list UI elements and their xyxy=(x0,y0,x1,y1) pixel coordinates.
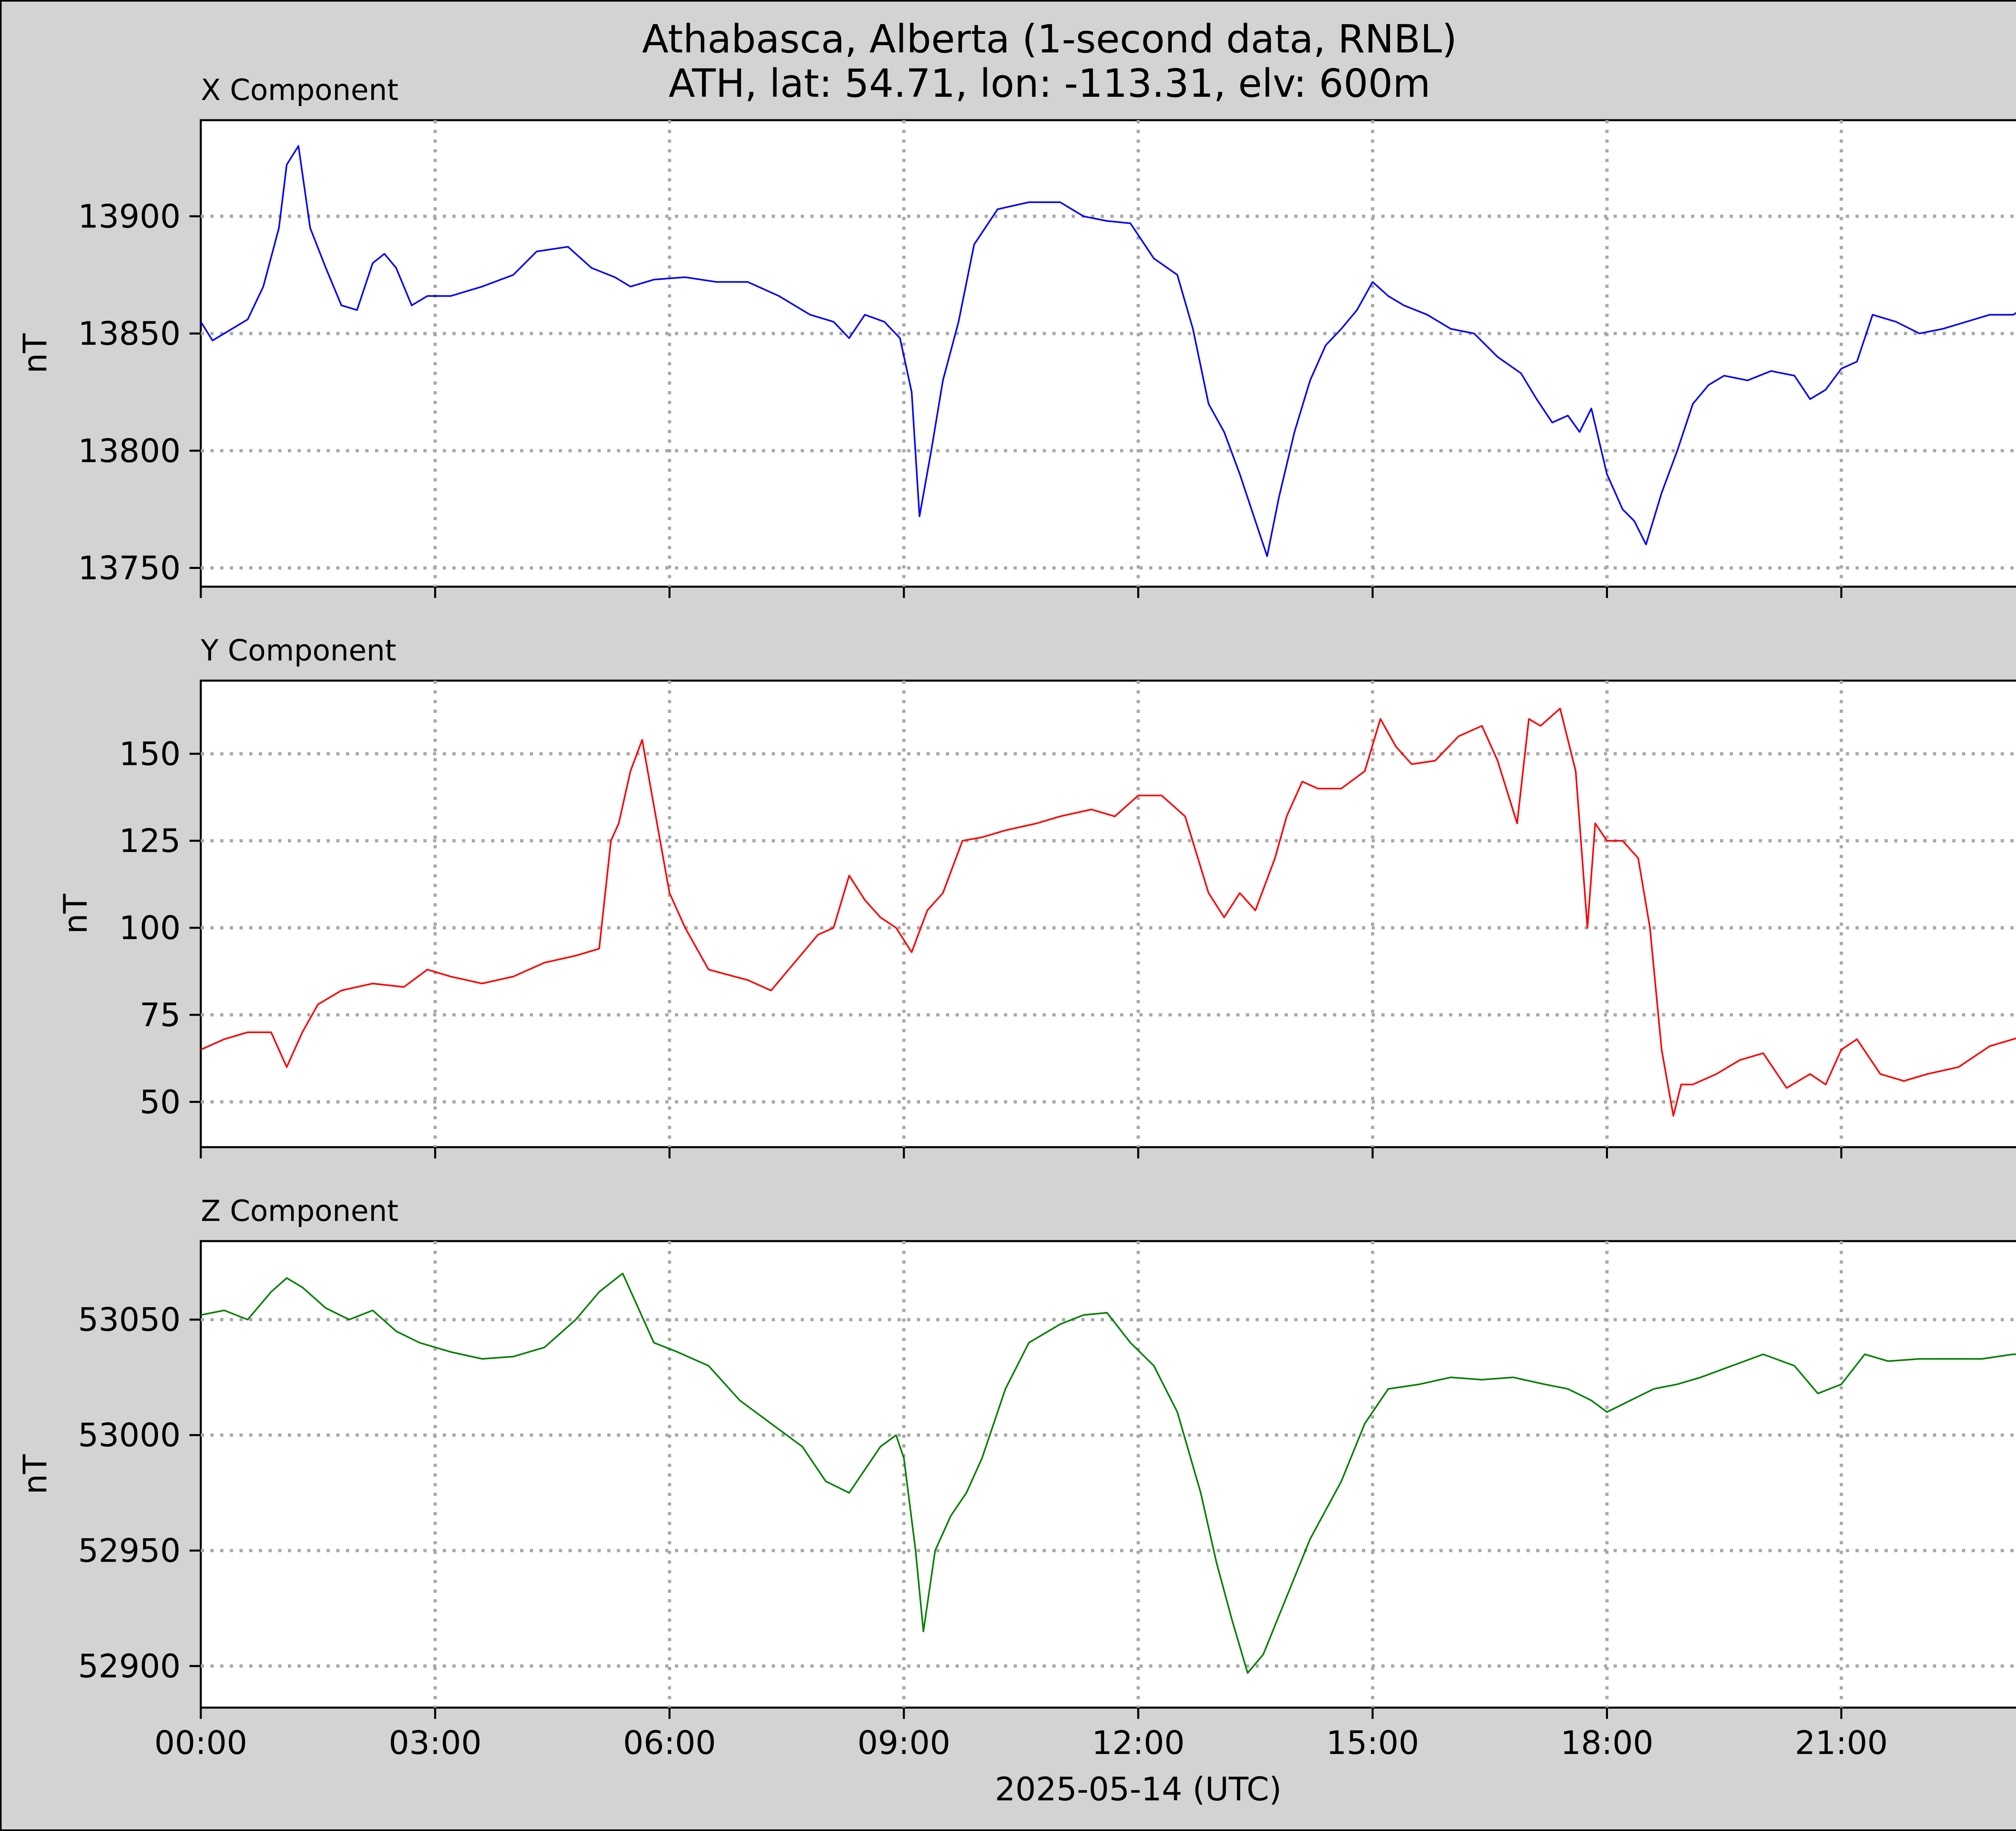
y-tick-label: 13900 xyxy=(78,198,181,235)
plot-area xyxy=(200,679,2016,1148)
panel-x-component: X Component 13750 13800 13850 13900 nT xyxy=(17,73,2016,598)
panel-title: Z Component xyxy=(201,1194,398,1228)
series-line-y xyxy=(200,708,2016,1117)
x-axis-label: 2025-05-14 (UTC) xyxy=(995,1771,1281,1808)
y-tick-label: 53000 xyxy=(78,1416,181,1454)
x-tick-label: 15:00 xyxy=(1326,1724,1419,1762)
x-tick-label: 03:00 xyxy=(389,1724,482,1762)
plot-area xyxy=(200,1240,2016,1709)
y-tick-label: 150 xyxy=(119,735,181,773)
panel-y-component: Y Component 50 75 100 125 150 nT xyxy=(57,633,2016,1158)
panel-z-component: Z Component 00:00 03:00 06:00 09:00 12:00 15:0… xyxy=(17,1194,2016,1808)
panel-title: Y Component xyxy=(200,633,396,667)
plot-area xyxy=(200,119,2016,588)
y-tick-label: 13800 xyxy=(78,432,181,470)
y-tick-label: 52900 xyxy=(78,1648,181,1685)
series-line-z xyxy=(200,1273,2016,1674)
series-line-x xyxy=(200,145,2016,557)
x-tick-label: 21:00 xyxy=(1795,1724,1888,1762)
y-tick-label: 52950 xyxy=(78,1532,181,1570)
y-axis-label: nT xyxy=(17,1454,54,1495)
x-tick-label: 18:00 xyxy=(1560,1724,1654,1762)
y-tick-label: 75 xyxy=(140,996,181,1034)
panel-title: X Component xyxy=(201,73,398,107)
figure-title-line2: ATH, lat: 54.71, lon: -113.31, elv: 600m xyxy=(669,61,1431,106)
y-tick-label: 53050 xyxy=(78,1301,181,1339)
y-axis-label: nT xyxy=(57,894,94,934)
y-tick-label: 13750 xyxy=(78,549,181,587)
x-tick-label: 00:00 xyxy=(154,1724,248,1762)
x-tick-label: 12:00 xyxy=(1092,1724,1185,1762)
y-tick-label: 50 xyxy=(140,1083,181,1121)
x-tick-label: 09:00 xyxy=(857,1724,950,1762)
y-axis-label: nT xyxy=(17,333,54,374)
y-tick-label: 125 xyxy=(119,822,181,860)
figure-title-line1: Athabasca, Alberta (1-second data, RNBL) xyxy=(642,17,1457,62)
y-tick-label: 100 xyxy=(119,909,181,947)
x-tick-label: 06:00 xyxy=(623,1724,716,1762)
y-tick-label: 13850 xyxy=(78,315,181,352)
